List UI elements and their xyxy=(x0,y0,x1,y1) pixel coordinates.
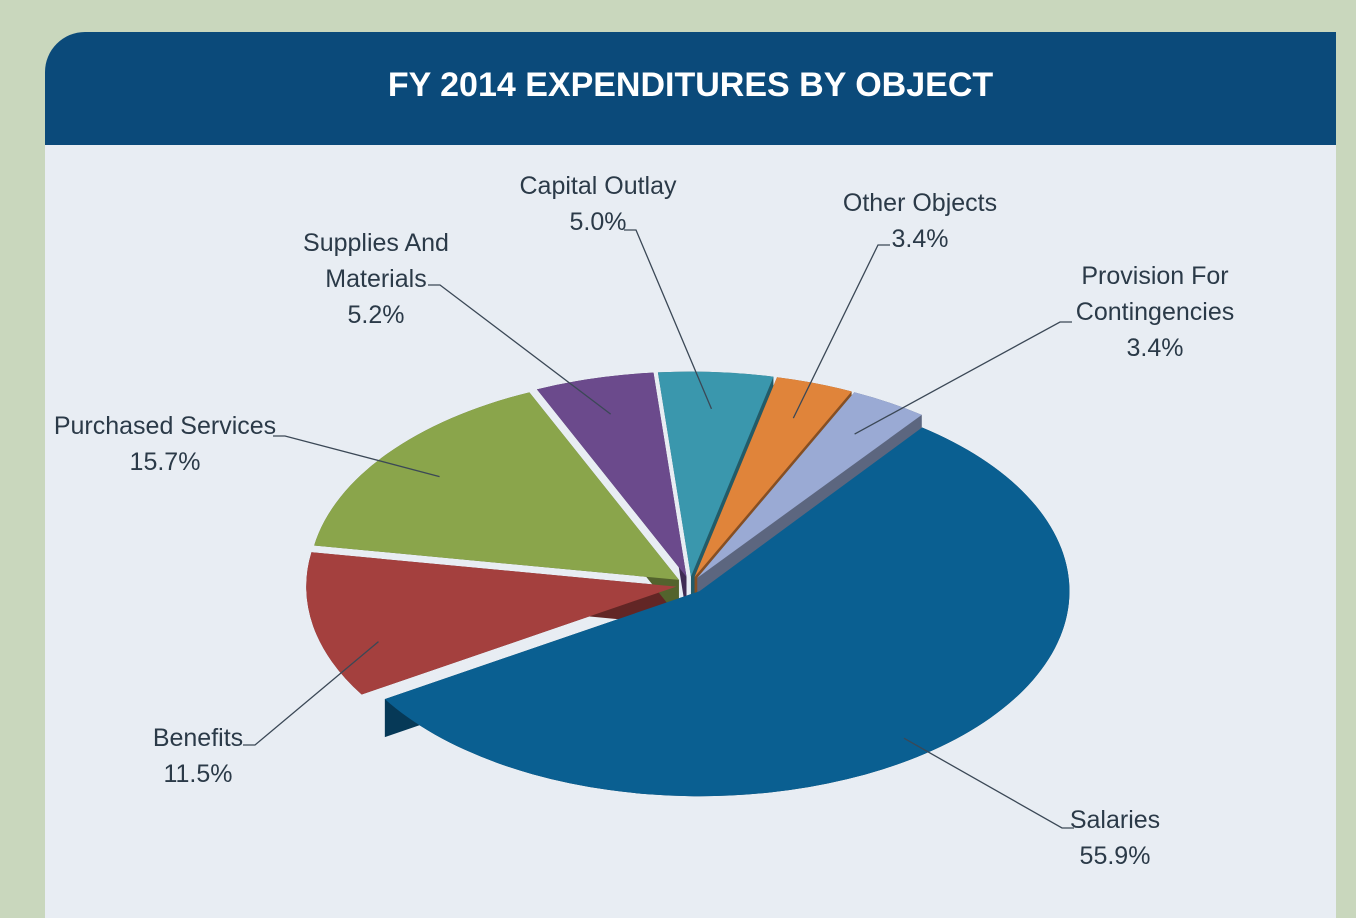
slice xyxy=(536,372,687,577)
leader-line xyxy=(903,737,1074,829)
slice-label: Benefits 11.5% xyxy=(98,720,298,792)
category-label: Benefits xyxy=(152,724,244,752)
category-label: Supplies And Materials xyxy=(303,229,449,293)
value-label: 3.4% xyxy=(891,225,949,253)
value-label: 11.5% xyxy=(163,760,233,788)
slice xyxy=(697,392,922,578)
value-label: 5.2% xyxy=(347,301,405,329)
slice-label: Other Objects 3.4% xyxy=(810,185,1030,257)
value-label: 55.9% xyxy=(1079,842,1151,870)
slice-tops xyxy=(306,371,1070,797)
category-label: Capital Outlay xyxy=(519,172,677,200)
slice xyxy=(306,552,677,695)
category-label: Provision For Contingencies xyxy=(1075,262,1235,326)
slice xyxy=(657,371,774,577)
slice xyxy=(384,427,1070,797)
slice xyxy=(694,377,852,578)
leader-line xyxy=(428,284,612,415)
slice-label: Supplies And Materials 5.2% xyxy=(281,225,471,333)
slice-label: Purchased Services 15.7% xyxy=(25,408,305,480)
leader-line xyxy=(273,435,440,478)
value-label: 15.7% xyxy=(129,448,201,476)
slice xyxy=(314,392,679,580)
value-label: 5.0% xyxy=(569,208,627,236)
leader-line xyxy=(854,321,1072,435)
category-label: Purchased Services xyxy=(53,412,277,440)
leader-line xyxy=(243,641,379,746)
leader-line xyxy=(624,229,713,410)
leader-line xyxy=(792,244,890,419)
category-label: Salaries xyxy=(1069,806,1161,834)
chart-title: FY 2014 EXPENDITURES BY OBJECT xyxy=(45,32,1336,145)
slice-label: Capital Outlay 5.0% xyxy=(488,168,708,240)
category-label: Other Objects xyxy=(842,189,998,217)
slice-label: Salaries 55.9% xyxy=(1015,802,1215,874)
value-label: 3.4% xyxy=(1126,334,1184,362)
slice-label: Provision For Contingencies 3.4% xyxy=(1055,258,1255,366)
